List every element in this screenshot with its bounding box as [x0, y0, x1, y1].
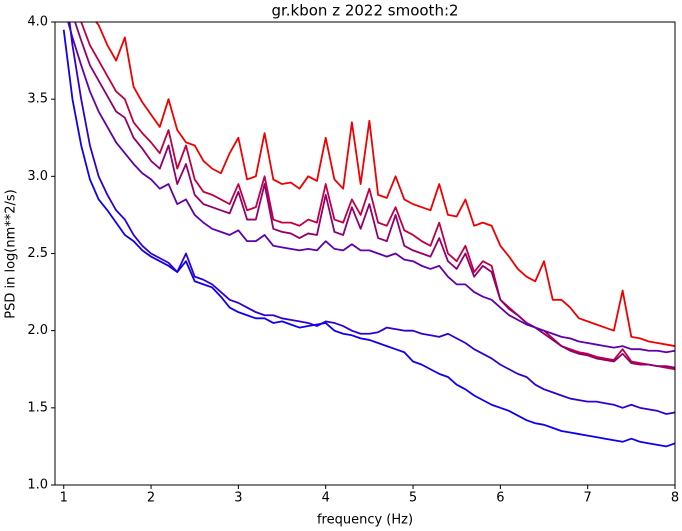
x-tick-label: 3	[234, 491, 242, 506]
plot-area	[62, 22, 675, 448]
y-tick-label: 2.0	[27, 323, 48, 338]
y-tick-label: 2.5	[27, 246, 48, 261]
x-tick-label: 8	[671, 491, 679, 506]
y-tick-label: 3.5	[27, 92, 48, 107]
x-axis-label: frequency (Hz)	[317, 513, 413, 528]
y-tick-label: 3.0	[27, 169, 48, 184]
data-line	[62, 29, 675, 448]
y-tick-label: 4.0	[27, 15, 48, 30]
x-tick-label: 6	[496, 491, 504, 506]
x-tick-label: 5	[409, 491, 417, 506]
data-line	[95, 22, 675, 347]
y-tick-label: 1.0	[27, 478, 48, 493]
x-tick-label: 1	[60, 491, 68, 506]
x-tick-label: 7	[584, 491, 592, 506]
y-tick-label: 1.5	[27, 400, 48, 415]
y-axis-label: PSD in log(nm**2/s)	[4, 189, 19, 319]
data-line	[67, 22, 675, 354]
data-line	[74, 22, 675, 369]
x-tick-label: 4	[322, 491, 330, 506]
data-line	[68, 22, 675, 415]
data-line	[80, 22, 675, 371]
chart-title: gr.kbon z 2022 smooth:2	[271, 2, 458, 20]
x-tick-label: 2	[147, 491, 155, 506]
